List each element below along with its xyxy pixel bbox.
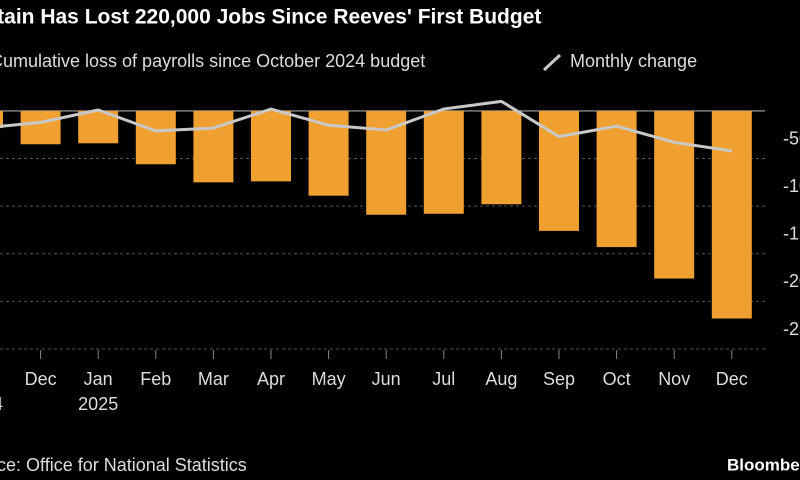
bar — [654, 110, 695, 279]
x-year-label: 2024 — [0, 394, 3, 414]
x-tick-label: Sep — [543, 369, 575, 389]
bar — [596, 110, 637, 248]
line — [0, 99, 733, 153]
bar — [251, 110, 291, 182]
x-tick-label: Dec — [716, 369, 748, 389]
x-tick-label: Aug — [485, 369, 517, 389]
bar — [539, 110, 579, 231]
x-tick-label: Nov — [658, 369, 690, 389]
y-tick-label: -50,000 — [783, 128, 800, 148]
x-tick-label: Feb — [140, 369, 171, 389]
chart-title: Britain Has Lost 220,000 Jobs Since Reev… — [0, 6, 541, 29]
x-tick-label: Mar — [198, 369, 229, 389]
bar — [481, 110, 522, 205]
x-year-label: 2025 — [78, 394, 118, 414]
bar — [308, 110, 349, 196]
y-tick-label: -150,000 — [783, 224, 800, 244]
bar — [711, 110, 752, 319]
y-tick-label: -100,000 — [783, 176, 800, 196]
legend-label: Cumulative loss of payrolls since Octobe… — [0, 51, 425, 71]
bar — [20, 110, 61, 145]
legend-label: Monthly change — [570, 51, 697, 71]
y-tick-label: -200,000 — [783, 271, 800, 291]
x-tick-label: Oct — [603, 369, 631, 389]
source: Source: Office for National Statistics — [0, 455, 247, 475]
bar — [193, 110, 234, 183]
bar — [366, 110, 407, 215]
x-tick-label: Apr — [257, 369, 285, 389]
legend-swatch — [542, 53, 562, 72]
bar — [423, 110, 464, 214]
x-tick-label: Jan — [84, 369, 113, 389]
bar — [0, 110, 3, 129]
bar — [135, 110, 176, 165]
y-tick-label: -250,000 — [783, 319, 800, 339]
x-tick-label: Jul — [432, 369, 455, 389]
x-tick-label: May — [312, 369, 346, 389]
x-tick-label: Dec — [25, 369, 57, 389]
x-tick-label: Jun — [372, 369, 401, 389]
brand: Bloomberg — [727, 455, 800, 474]
